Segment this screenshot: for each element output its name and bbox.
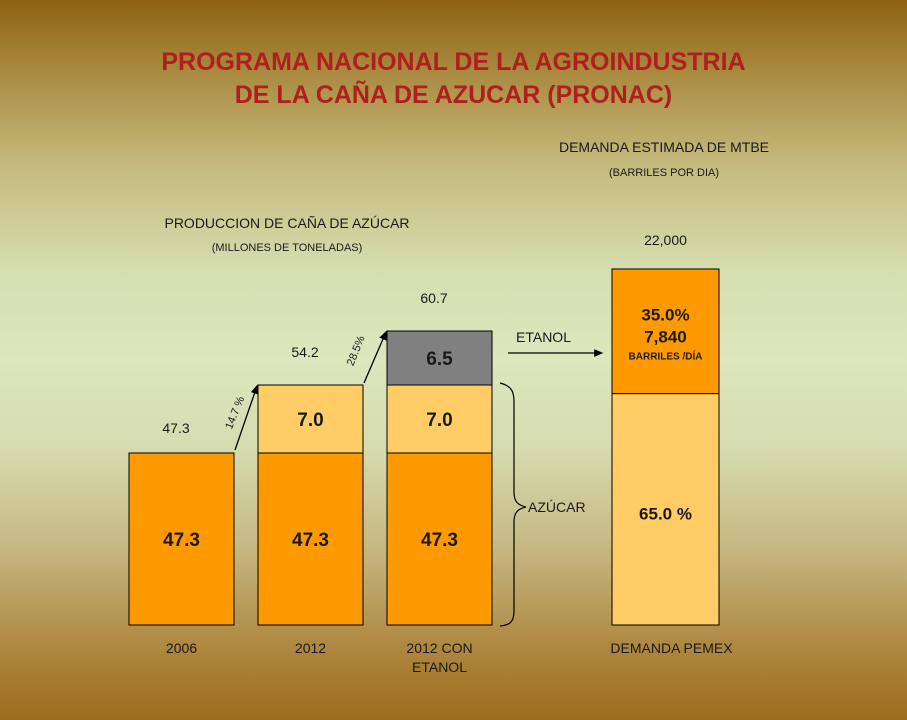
- bar-value-label: 7.0: [426, 410, 452, 431]
- left-chart-title: PRODUCCION DE CAÑA DE AZÚCAR: [164, 215, 410, 231]
- bar-value-label: 7.0: [297, 410, 323, 431]
- right-chart-subtitle: (BARRILES POR DIA): [608, 167, 720, 179]
- bar-total-label: 47.3: [162, 420, 189, 436]
- azucar-label: AZÚCAR: [528, 499, 586, 515]
- right-chart-title: DEMANDA ESTIMADA DE MTBE: [558, 139, 770, 155]
- page-title-line-1: PROGRAMA NACIONAL DE LA AGROINDUSTRIA: [161, 48, 746, 76]
- bar-2-3: [386, 384, 493, 454]
- segment-label: 65.0 %: [639, 504, 692, 523]
- x-tick-label: ETANOL: [412, 659, 467, 675]
- x-tick-label: 2006: [166, 640, 197, 656]
- azucar-brace: [499, 382, 527, 627]
- segment-label: 35.0%: [641, 305, 689, 324]
- growth-arrow-1: [234, 384, 259, 451]
- x-tick-label: 2012: [295, 640, 326, 656]
- bar-value-label: 47.3: [421, 530, 458, 551]
- bar-1-2: [257, 452, 364, 626]
- growth-label-2: 28.5%: [345, 334, 368, 368]
- growth-arrow-2: [363, 330, 387, 384]
- bar-1-3: [386, 452, 493, 626]
- bar-value-label: 47.3: [163, 530, 200, 551]
- bar-3-3: [386, 330, 493, 386]
- demand-segment-1: [611, 393, 720, 626]
- bar-total-label: 60.7: [420, 290, 447, 306]
- left-chart-subtitle: (MILLONES DE TONELADAS): [211, 242, 363, 254]
- segment-label: BARRILES /DÍA: [629, 349, 703, 362]
- bar-total-label: 54.2: [291, 344, 318, 360]
- bar-value-label: 47.3: [292, 530, 329, 551]
- bar-value-label: 6.5: [426, 349, 453, 370]
- bar-1-1: [128, 452, 235, 626]
- demand-total-label: 22,000: [644, 232, 687, 248]
- bar-2-2: [257, 384, 364, 454]
- x-tick-label: 2012 CON: [406, 640, 472, 656]
- demand-segment-2: [611, 268, 720, 395]
- segment-label: 7,840: [644, 327, 687, 346]
- etanol-label: ETANOL: [516, 329, 571, 345]
- x-tick-label: DEMANDA PEMEX: [610, 640, 733, 656]
- page-title-line-2: DE LA CAÑA DE AZUCAR (PRONAC): [234, 81, 673, 109]
